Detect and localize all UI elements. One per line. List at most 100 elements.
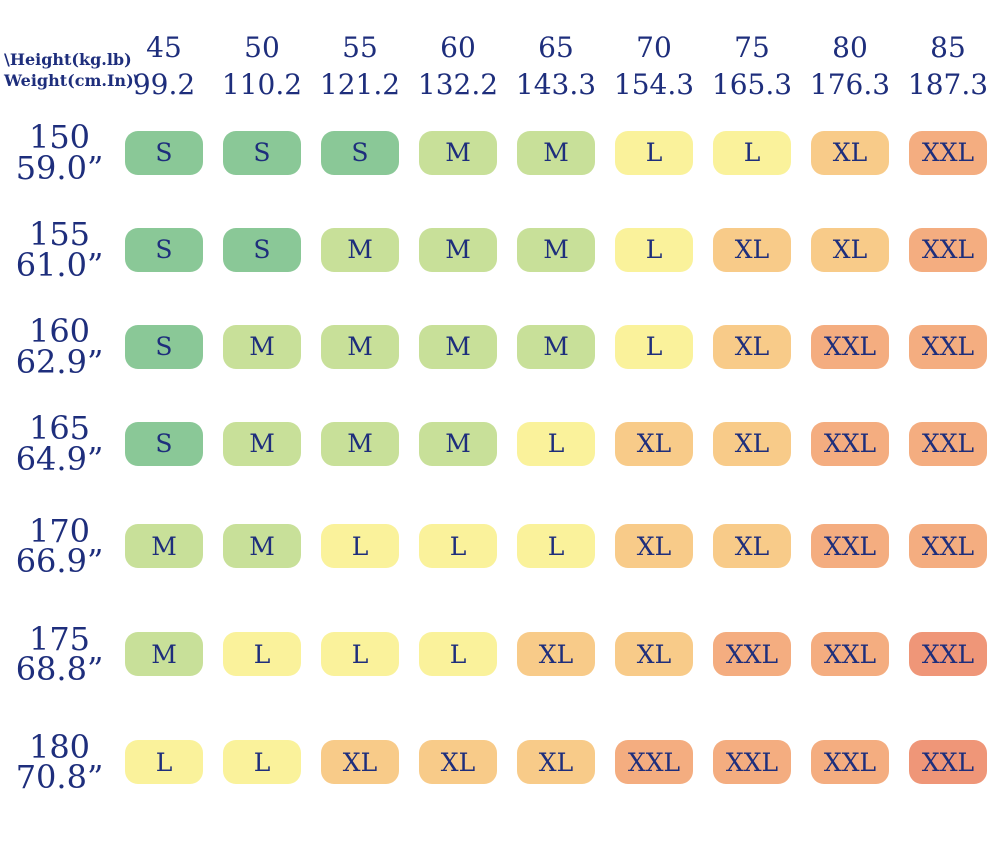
size-pill: XL [321,740,399,784]
size-pill: S [223,130,301,175]
height-cm-label: 150 [28,118,91,157]
size-pill: XXL [811,740,889,784]
size-cell: L [115,740,213,784]
size-pill: XL [713,227,791,272]
column-header: 45 99.2 [115,30,213,104]
size-pill: M [419,421,497,466]
size-cell: XXL [703,632,801,676]
size-cell: L [213,632,311,676]
table-row: 155 61.0” S S M M M L XL XL XXL [4,201,1000,298]
size-cell: L [409,524,507,568]
size-cell: S [311,130,409,175]
size-pill: M [223,524,301,568]
size-cell: S [115,324,213,369]
size-pill: L [615,227,693,272]
size-pill: L [321,632,399,676]
height-in-label: 70.8” [15,758,104,796]
height-cm-label: 165 [28,409,91,448]
table-row: 165 64.9” S M M M L XL XL XXL XXL [4,395,1000,492]
size-pill: S [321,130,399,175]
size-pill: XL [615,524,693,568]
size-cell: L [507,421,605,466]
size-cell: M [409,324,507,369]
size-cell: XXL [899,740,997,784]
size-cell: L [605,324,703,369]
weight-kg-label: 70 [636,31,672,65]
size-cell: XL [703,227,801,272]
size-pill: XXL [909,740,987,784]
height-in-label: 59.0” [15,148,104,187]
size-cell: M [311,421,409,466]
height-in-label: 62.9” [15,342,104,381]
size-cell: S [213,227,311,272]
row-header: 160 62.9” [4,315,115,381]
column-header: 80 176.3 [801,30,899,104]
column-header: 65 143.3 [507,30,605,104]
size-cell: M [507,227,605,272]
weight-kg-label: 75 [734,31,770,65]
size-pill: M [321,421,399,466]
table-row: 175 68.8” M L L L XL XL XXL XXL XXL [4,600,1000,708]
size-cell: XL [703,324,801,369]
size-cell: L [311,632,409,676]
size-pill: XL [517,740,595,784]
size-cell: M [409,130,507,175]
weight-kg-label: 60 [440,31,476,65]
size-cell: M [409,421,507,466]
size-cell: L [605,227,703,272]
size-pill: XL [517,632,595,676]
size-pill: XL [419,740,497,784]
size-cell: XXL [899,227,997,272]
size-cell: M [213,421,311,466]
size-pill: XXL [909,227,987,272]
size-pill: S [125,227,203,272]
size-pill: L [517,421,595,466]
size-cell: XXL [899,421,997,466]
height-axis-label: \Height(kg.lb) [4,49,132,69]
table-body: 150 59.0” S S S M M L L XL XXL 155 61.0” S S M M M L XL XL XX… [4,104,1000,816]
weight-lb-label: 110.2 [221,68,303,102]
size-cell: XXL [801,421,899,466]
size-cell: XL [507,740,605,784]
size-pill: L [223,740,301,784]
row-header: 180 70.8” [4,730,115,796]
size-pill: XL [811,227,889,272]
size-pill: XXL [909,421,987,466]
size-pill: M [321,324,399,369]
row-header: 165 64.9” [4,409,115,475]
size-pill: M [223,324,301,369]
size-pill: XXL [811,421,889,466]
size-pill: L [615,130,693,175]
size-cell: XXL [899,130,997,175]
size-cell: L [409,632,507,676]
weight-kg-label: 45 [146,31,182,65]
size-cell: M [507,130,605,175]
column-header: 75 165.3 [703,30,801,104]
size-pill: L [713,130,791,175]
size-pill: L [419,632,497,676]
weight-kg-label: 55 [342,31,378,65]
axis-labels: \Height(kg.lb) Weight(cm.In)\ [4,49,140,104]
size-pill: XXL [909,632,987,676]
size-cell: XXL [899,524,997,568]
row-header: 170 66.9” [4,514,115,577]
weight-lb-label: 154.3 [613,68,695,102]
size-pill: L [223,632,301,676]
size-pill: M [517,130,595,175]
size-pill: S [125,130,203,175]
size-pill: XL [713,324,791,369]
size-pill: L [517,524,595,568]
column-header: 55 121.2 [311,30,409,104]
weight-lb-label: 99.2 [132,68,196,102]
weight-axis-label: Weight(cm.In)\ [4,71,140,91]
size-cell: S [213,130,311,175]
size-pill: M [125,524,203,568]
size-cell: L [703,130,801,175]
size-cell: L [213,740,311,784]
table-row: 170 66.9” M M L L L XL XL XXL XXL [4,492,1000,600]
size-cell: XXL [801,524,899,568]
size-cell: S [115,130,213,175]
row-header: 175 68.8” [4,622,115,685]
size-cell: M [311,227,409,272]
